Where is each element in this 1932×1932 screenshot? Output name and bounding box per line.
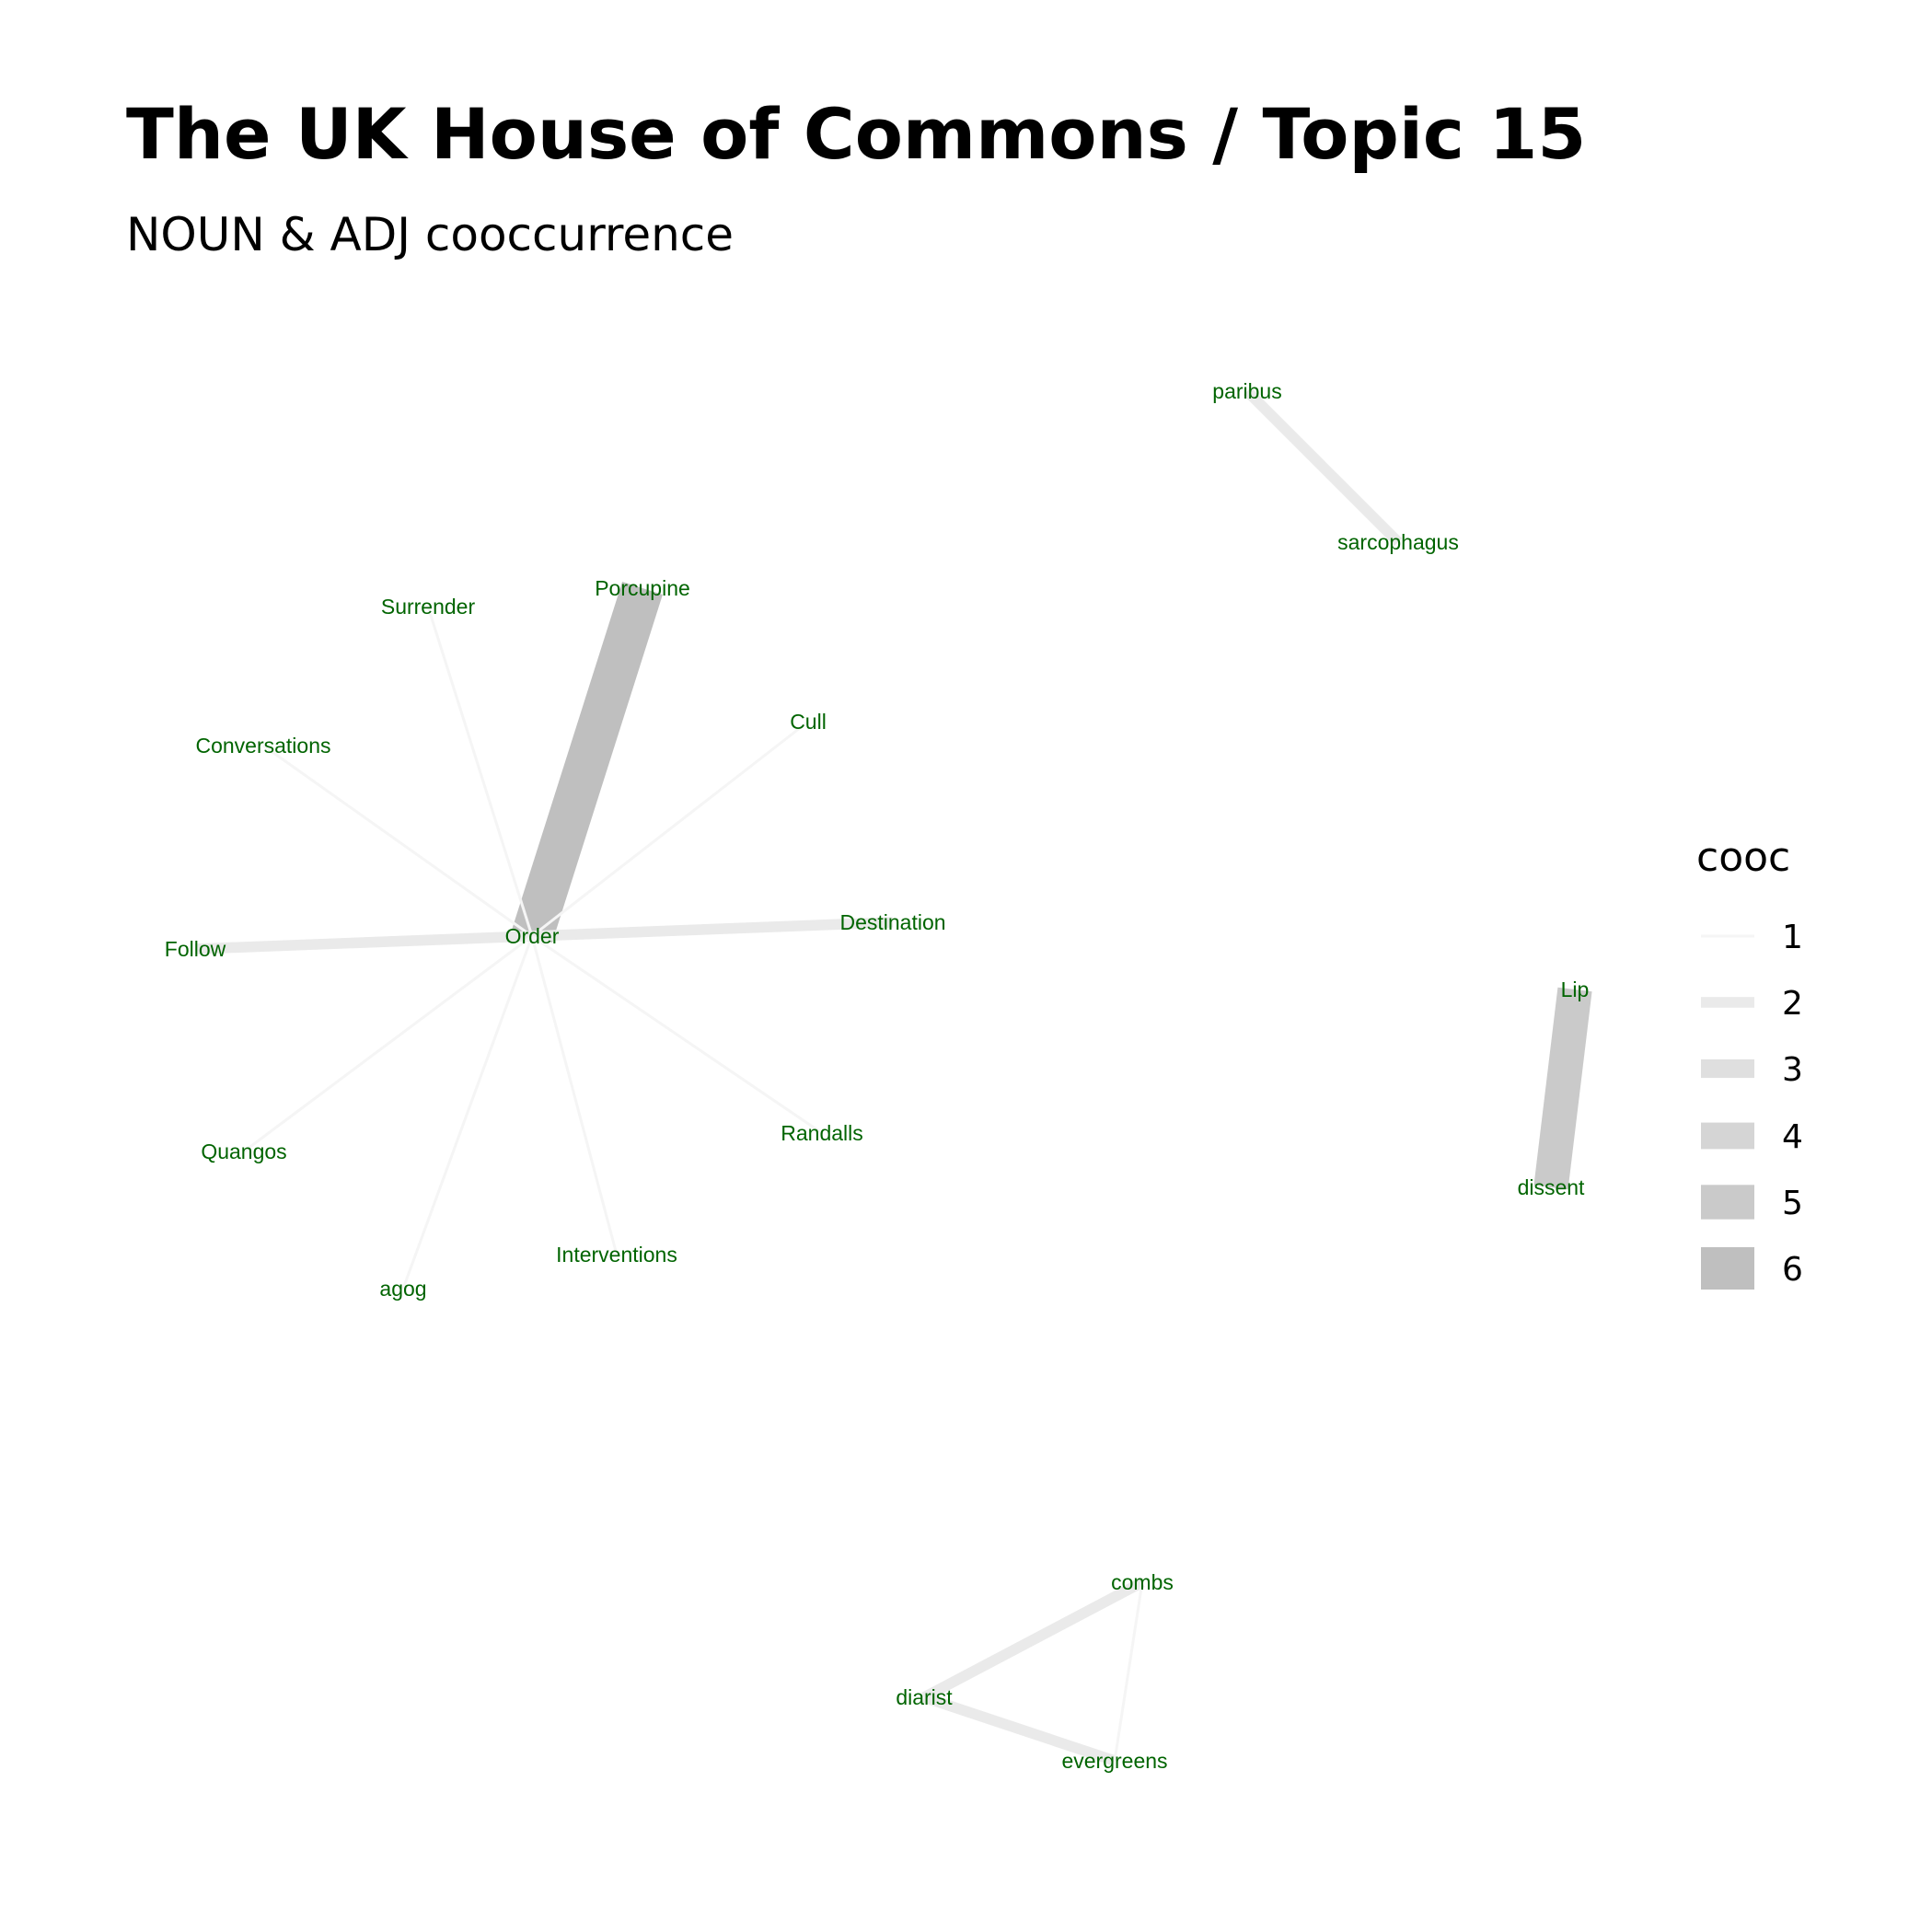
edge-order-quangos (243, 934, 533, 1153)
node-label-follow: Follow (165, 937, 226, 961)
legend-key-5 (1701, 1185, 1754, 1220)
edge-order-porcupine (512, 582, 663, 943)
node-label-cull: Cull (790, 710, 827, 734)
node-label-lip: Lip (1561, 978, 1590, 1001)
edge-combs-diarist (921, 1577, 1145, 1703)
legend-label-5: 5 (1782, 1185, 1803, 1222)
legend-label-3: 3 (1782, 1051, 1803, 1089)
edge-order-destination (531, 917, 894, 942)
edge-order-surrender (426, 606, 534, 937)
node-label-combs: combs (1111, 1570, 1174, 1594)
edge-combs-evergreens (1113, 1581, 1144, 1762)
node-label-evergreens: evergreens (1061, 1749, 1167, 1773)
edge-order-agog (401, 935, 534, 1290)
node-label-paribus: paribus (1212, 379, 1281, 403)
legend-key-6 (1701, 1247, 1754, 1290)
node-label-quangos: Quangos (201, 1140, 286, 1163)
chart-subtitle: NOUN & ADJ cooccurrence (126, 208, 735, 261)
legend-label-4: 4 (1782, 1118, 1803, 1156)
edge-order-conversations (262, 744, 533, 938)
node-label-destination: Destination (839, 910, 945, 934)
node-label-surrender: Surrender (381, 595, 476, 619)
node-label-order: Order (505, 924, 560, 948)
chart-title: The UK House of Commons / Topic 15 (126, 93, 1587, 175)
edge-order-follow (194, 931, 533, 954)
legend-title: cooc (1696, 834, 1791, 881)
legend: 1 2 3 4 5 6 (1701, 919, 1803, 1290)
node-label-conversations: Conversations (195, 734, 330, 758)
node-label-agog: agog (379, 1277, 426, 1301)
edge-order-cull (531, 720, 809, 938)
legend-key-1 (1701, 934, 1754, 938)
edge-diarist-evergreens (922, 1692, 1116, 1766)
legend-label-1: 1 (1782, 919, 1803, 956)
edge-order-randalls (531, 934, 823, 1135)
legend-label-2: 2 (1782, 985, 1803, 1023)
legend-key-3 (1701, 1059, 1754, 1079)
legend-key-2 (1701, 997, 1754, 1008)
edge-order-interventions (530, 935, 619, 1255)
node-label-sarcophagus: sarcophagus (1337, 530, 1459, 554)
legend-key-4 (1701, 1122, 1754, 1150)
node-label-dissent: dissent (1518, 1175, 1585, 1199)
legend-label-6: 6 (1782, 1251, 1803, 1289)
node-label-layer: Order Porcupine Surrender Conversations Cull… (165, 379, 1590, 1773)
node-label-diarist: diarist (896, 1685, 953, 1709)
edge-layer (194, 387, 1592, 1766)
node-label-randalls: Randalls (781, 1121, 863, 1145)
node-label-interventions: Interventions (556, 1243, 677, 1267)
node-label-porcupine: Porcupine (595, 576, 690, 600)
edge-lip-dissent (1533, 987, 1592, 1190)
edge-paribus-sarcophagus (1243, 387, 1403, 547)
